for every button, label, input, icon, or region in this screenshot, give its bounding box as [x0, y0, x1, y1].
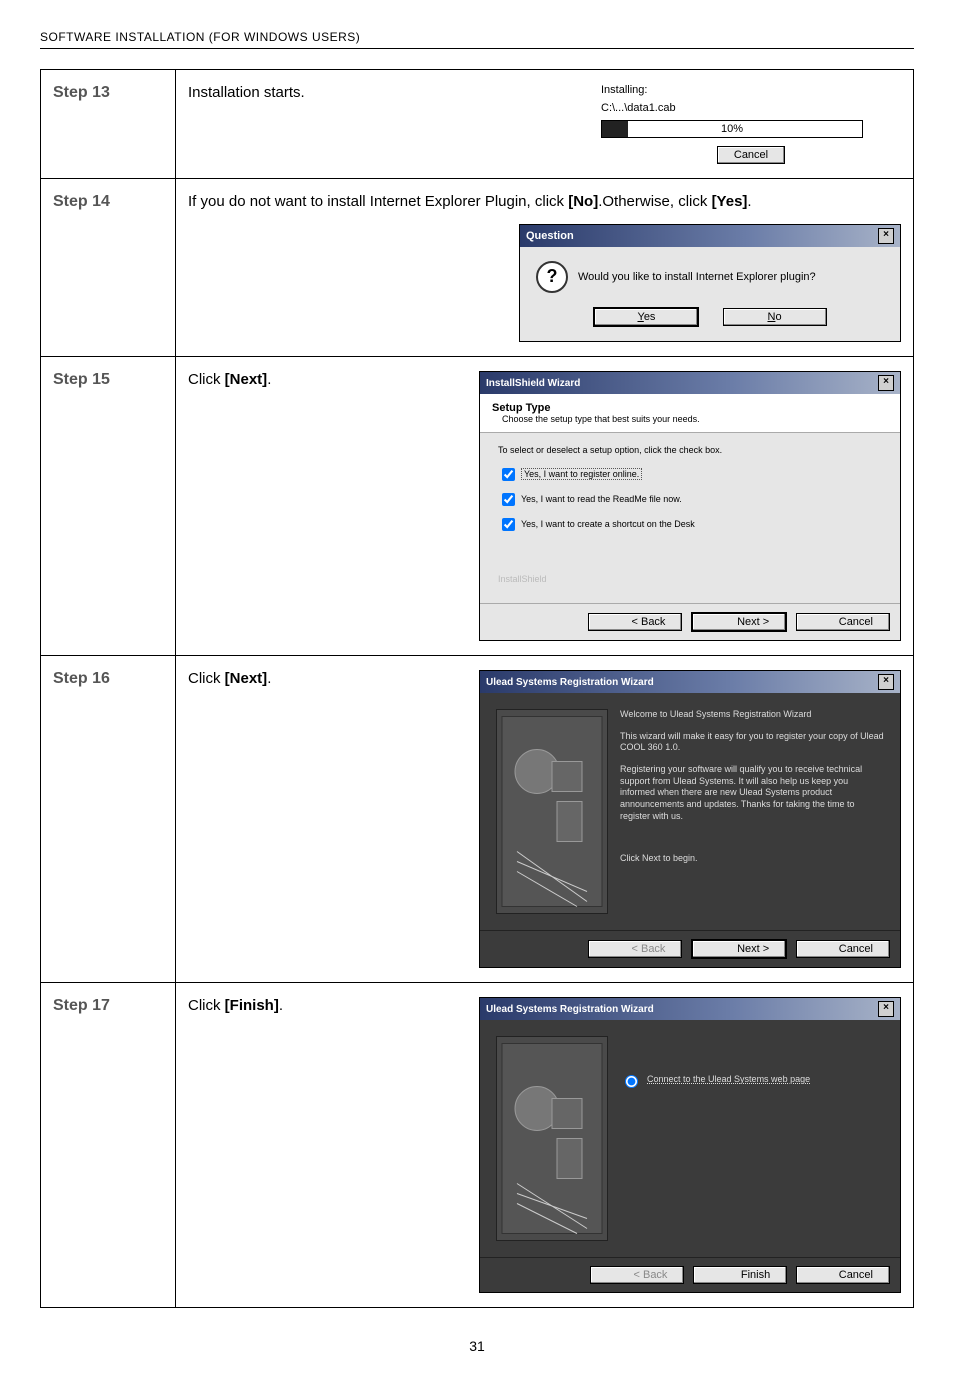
reg-content: Welcome to Ulead Systems Registration Wi…: [480, 693, 900, 930]
opt2-label[interactable]: Yes, I want to read the ReadMe file now.: [498, 490, 882, 509]
close-icon[interactable]: ×: [878, 1001, 894, 1017]
close-icon[interactable]: ×: [878, 375, 894, 391]
reg-title: Ulead Systems Registration Wizard: [486, 677, 654, 688]
step16-desc: Click [Next].: [188, 670, 271, 687]
reg-art: [496, 709, 608, 914]
reg2-footer: < Back Finish Cancel: [480, 1257, 900, 1292]
step13-label: Step 13: [41, 70, 176, 179]
page-number: 31: [40, 1338, 914, 1354]
cancel-button[interactable]: Cancel: [796, 613, 890, 631]
connect-radio[interactable]: [625, 1075, 638, 1088]
step16-desc-post: .: [267, 670, 271, 687]
wizard-footer: < Back Next > Cancel: [480, 603, 900, 640]
step17-body: Click [Finish]. Ulead Systems Registrati…: [176, 983, 914, 1308]
step17-label: Step 17: [41, 983, 176, 1308]
step14-label: Step 14: [41, 179, 176, 357]
question-dialog: Question × ? Would you like to install I…: [519, 224, 901, 342]
connect-option[interactable]: Connect to the Ulead Systems web page: [620, 1072, 884, 1088]
next-button[interactable]: Next >: [691, 939, 787, 959]
page-header: SOFTWARE INSTALLATION (FOR WINDOWS USERS…: [40, 30, 914, 49]
opt1-checkbox[interactable]: [502, 468, 515, 481]
reg-titlebar: Ulead Systems Registration Wizard ×: [480, 671, 900, 693]
opt3-checkbox[interactable]: [502, 518, 515, 531]
step17-desc-post: .: [279, 997, 283, 1014]
installing-line1: Installing:: [601, 84, 901, 96]
installing-box: Installing: C:\...\data1.cab 10% Cancel: [601, 84, 901, 164]
registration-wizard-finish: Ulead Systems Registration Wizard ×: [479, 997, 901, 1293]
cancel-button[interactable]: Cancel: [717, 146, 785, 164]
registration-wizard: Ulead Systems Registration Wizard ×: [479, 670, 901, 968]
step15-body: Click [Next]. InstallShield Wizard × Set…: [176, 357, 914, 656]
step16-desc-pre: Click: [188, 670, 225, 687]
wizard-banner: Setup Type Choose the setup type that be…: [480, 394, 900, 433]
installing-path: C:\...\data1.cab: [601, 102, 901, 114]
cancel-button[interactable]: Cancel: [796, 940, 890, 958]
step14-body: If you do not want to install Internet E…: [176, 179, 914, 357]
progress-bar: 10%: [601, 120, 863, 138]
finish-button[interactable]: Finish: [693, 1266, 787, 1284]
no-button[interactable]: No: [723, 308, 827, 326]
opt2-checkbox[interactable]: [502, 493, 515, 506]
opt1-text: Yes, I want to register online.: [521, 468, 642, 480]
step15-label: Step 15: [41, 357, 176, 656]
step14-desc-pre: If you do not want to install Internet E…: [188, 193, 568, 210]
step15-desc-pre: Click: [188, 371, 225, 388]
question-title: Question: [526, 230, 574, 242]
close-icon[interactable]: ×: [878, 228, 894, 244]
question-msg: Would you like to install Internet Explo…: [578, 271, 816, 283]
progress-label: 10%: [602, 121, 862, 137]
opt1-label[interactable]: Yes, I want to register online.: [498, 465, 882, 484]
steps-table: Step 13 Installation starts. Installing:…: [40, 69, 914, 1308]
step14-desc-b2: [Yes]: [712, 193, 748, 210]
close-icon[interactable]: ×: [878, 674, 894, 690]
reg2-titlebar: Ulead Systems Registration Wizard ×: [480, 998, 900, 1020]
step17-desc: Click [Finish].: [188, 997, 283, 1014]
question-icon: ?: [536, 261, 568, 293]
step13-body: Installation starts. Installing: C:\...\…: [176, 70, 914, 179]
step14-desc-post: .: [747, 193, 751, 210]
step14-desc-b1: [No]: [568, 193, 598, 210]
back-button: < Back: [588, 940, 682, 958]
yes-button[interactable]: Yes: [593, 307, 699, 327]
reg-p2: Registering your software will qualify y…: [620, 764, 884, 822]
reg-text: Welcome to Ulead Systems Registration Wi…: [620, 709, 884, 914]
reg2-text: Connect to the Ulead Systems web page: [620, 1036, 884, 1241]
cancel-button[interactable]: Cancel: [796, 1266, 890, 1284]
reg2-art: [496, 1036, 608, 1241]
opt3-text: Yes, I want to create a shortcut on the …: [521, 519, 695, 529]
step16-body: Click [Next]. Ulead Systems Registration…: [176, 656, 914, 983]
reg-p3: Click Next to begin.: [620, 853, 884, 865]
question-titlebar: Question ×: [520, 225, 900, 247]
step17-desc-b: [Finish]: [225, 997, 279, 1014]
wizard-banner-title: Setup Type: [492, 402, 888, 414]
wizard-banner-sub: Choose the setup type that best suits yo…: [502, 414, 888, 424]
step16-desc-b: [Next]: [225, 670, 268, 687]
reg-footer: < Back Next > Cancel: [480, 930, 900, 967]
step17-desc-pre: Click: [188, 997, 225, 1014]
step14-desc: If you do not want to install Internet E…: [188, 193, 901, 210]
step15-desc-post: .: [267, 371, 271, 388]
installshield-wizard: InstallShield Wizard × Setup Type Choose…: [479, 371, 901, 641]
step16-label: Step 16: [41, 656, 176, 983]
wizard-title: InstallShield Wizard: [486, 378, 580, 389]
reg2-title: Ulead Systems Registration Wizard: [486, 1004, 654, 1015]
back-button[interactable]: < Back: [588, 613, 682, 631]
step14-desc-mid: .Otherwise, click: [598, 193, 711, 210]
wizard-content: To select or deselect a setup option, cl…: [480, 433, 900, 603]
reg2-content: Connect to the Ulead Systems web page: [480, 1020, 900, 1257]
wizard-note: To select or deselect a setup option, cl…: [498, 445, 882, 455]
step15-desc: Click [Next].: [188, 371, 271, 388]
next-button[interactable]: Next >: [691, 612, 787, 632]
reg-welcome: Welcome to Ulead Systems Registration Wi…: [620, 709, 884, 721]
reg-p1: This wizard will make it easy for you to…: [620, 731, 884, 754]
step13-desc: Installation starts.: [188, 84, 305, 101]
wizard-brand: InstallShield: [498, 574, 882, 584]
step15-desc-b: [Next]: [225, 371, 268, 388]
opt2-text: Yes, I want to read the ReadMe file now.: [521, 494, 682, 504]
wizard-titlebar: InstallShield Wizard ×: [480, 372, 900, 394]
opt3-label[interactable]: Yes, I want to create a shortcut on the …: [498, 515, 882, 534]
back-button: < Back: [590, 1266, 684, 1284]
connect-label: Connect to the Ulead Systems web page: [647, 1074, 810, 1086]
